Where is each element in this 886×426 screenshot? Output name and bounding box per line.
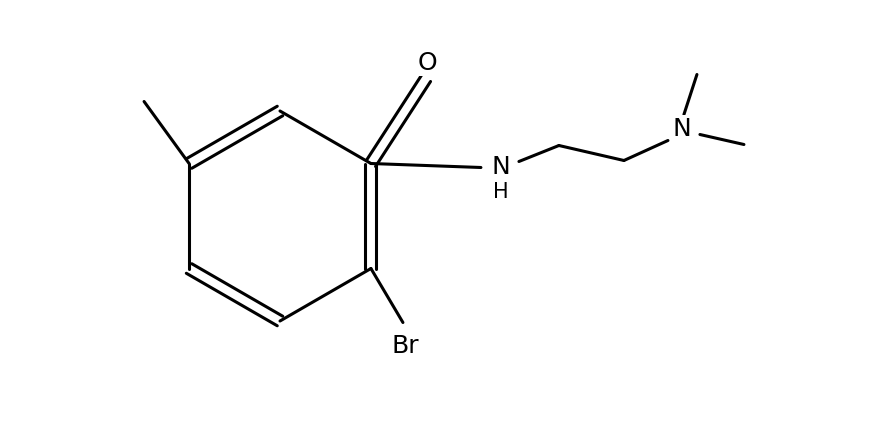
Text: O: O [418, 52, 438, 75]
Text: H: H [494, 182, 509, 202]
Text: N: N [672, 117, 691, 141]
Text: N: N [492, 154, 510, 178]
Text: Br: Br [391, 334, 419, 358]
